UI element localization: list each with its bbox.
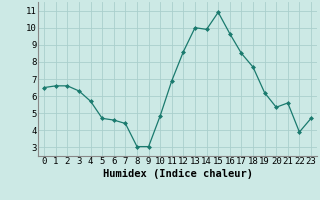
X-axis label: Humidex (Indice chaleur): Humidex (Indice chaleur) [103, 169, 252, 179]
